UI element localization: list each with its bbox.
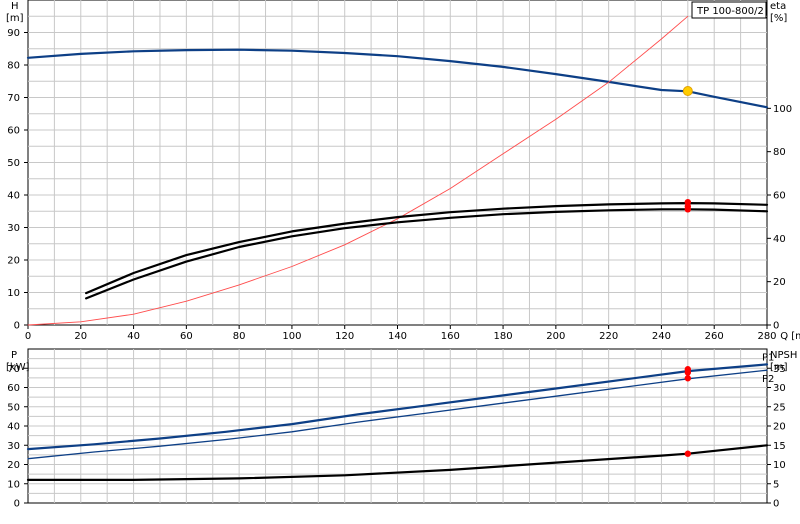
power-panel-series-npsh — [26, 444, 769, 481]
head-panel-left-axis-unit: [m] — [6, 13, 24, 24]
power-panel-right-tick-label: 10 — [773, 460, 786, 471]
power-panel-left-tick-label: 60 — [7, 383, 20, 394]
head-panel-right-tick-label: 100 — [773, 104, 792, 115]
head-panel-x-tick-label: 0 — [25, 331, 31, 342]
head-panel-x-tick-label: 80 — [233, 331, 246, 342]
head-panel-left-tick-label: 80 — [7, 61, 20, 72]
head-panel-left-tick-label: 60 — [7, 126, 20, 137]
head-panel-right-tick-label: 40 — [773, 234, 786, 245]
head-panel-x-tick-label: 100 — [282, 331, 301, 342]
head-panel-right-axis-unit: [%] — [770, 13, 787, 24]
head-panel-x-tick-label: 160 — [441, 331, 460, 342]
head-panel-operating-point — [684, 206, 692, 213]
head-panel-x-tick-label: 20 — [74, 331, 87, 342]
head-panel-left-tick-label: 40 — [7, 191, 20, 202]
head-panel-right-tick-label: 80 — [773, 147, 786, 158]
power-panel-right-tick-label: 15 — [773, 441, 786, 452]
head-panel-right-tick-label: 20 — [773, 277, 786, 288]
power-panel-right-tick-label: 5 — [773, 479, 779, 490]
head-panel-series-curve_b — [84, 208, 769, 300]
head-panel-x-tick-label: 60 — [180, 331, 193, 342]
head-panel-x-tick-label: 200 — [546, 331, 565, 342]
power-panel-right-tick-label: 30 — [773, 383, 786, 394]
head-panel-series-efficiency — [27, 15, 689, 326]
head-panel-left-tick-label: 50 — [7, 158, 20, 169]
power-panel-right-tick-label: 25 — [773, 402, 786, 413]
power-panel-right-axis-label: NPSH — [770, 350, 797, 361]
head-panel-left-tick-label: 30 — [7, 223, 20, 234]
head-panel-x-tick-label: 240 — [652, 331, 671, 342]
power-panel-right-axis-unit: [m] — [770, 362, 788, 373]
head-panel-right-tick-label: 60 — [773, 191, 786, 202]
head-panel-left-tick-label: 90 — [7, 28, 20, 39]
head-panel-series-curve_a — [84, 202, 769, 295]
power-panel-operating-point — [684, 375, 692, 382]
power-panel-left-tick-label: 10 — [7, 479, 20, 490]
head-panel-x-tick-label: 180 — [494, 331, 513, 342]
head-panel-left-tick-label: 20 — [7, 256, 20, 267]
head-panel-left-tick-label: 70 — [7, 93, 20, 104]
power-panel-right-tick-label: 35 — [773, 364, 786, 375]
power-panel-left-tick-label: 30 — [7, 441, 20, 452]
power-panel-left-tick-label: 20 — [7, 460, 20, 471]
head-panel-left-tick-label: 0 — [14, 321, 20, 332]
head-panel-left-tick-label: 10 — [7, 288, 20, 299]
power-panel-left-axis-unit: [kW] — [6, 362, 30, 373]
power-panel-series-label-P2: P2 — [762, 374, 774, 385]
power-panel-left-tick-label: 0 — [14, 499, 20, 510]
power-panel-left-tick-label: 40 — [7, 422, 20, 433]
head-panel-x-axis-label: Q [m³/h] — [780, 331, 800, 342]
model-label-box — [691, 1, 767, 19]
head-panel-right-axis-label: eta — [770, 1, 786, 12]
power-panel-left-tick-label: 50 — [7, 402, 20, 413]
power-panel-series-label-P1: P1 — [762, 352, 774, 363]
power-panel-right-tick-label: 20 — [773, 422, 786, 433]
head-panel-x-tick-label: 40 — [127, 331, 140, 342]
model-label: TP 100-800/2 — [696, 6, 764, 17]
head-panel-x-tick-label: 280 — [757, 331, 776, 342]
head-panel-x-tick-label: 140 — [388, 331, 407, 342]
head-panel-left-axis-label: H — [11, 1, 19, 12]
head-panel-x-tick-label: 120 — [335, 331, 354, 342]
power-panel-left-axis-label: P — [11, 350, 17, 361]
head-panel-right-tick-label: 0 — [773, 321, 779, 332]
power-panel-left-tick-label: 70 — [7, 364, 20, 375]
head-panel-x-tick-label: 220 — [599, 331, 618, 342]
duty-point-marker — [682, 86, 693, 96]
power-panel-operating-point — [684, 369, 692, 376]
power-panel-right-tick-label: 0 — [773, 499, 779, 510]
power-panel-operating-point — [684, 450, 692, 457]
power-panel-series-P2 — [27, 369, 768, 460]
head-panel-series-head — [26, 48, 769, 109]
power-panel-series-P1 — [26, 363, 769, 451]
head-panel-x-tick-label: 260 — [705, 331, 724, 342]
